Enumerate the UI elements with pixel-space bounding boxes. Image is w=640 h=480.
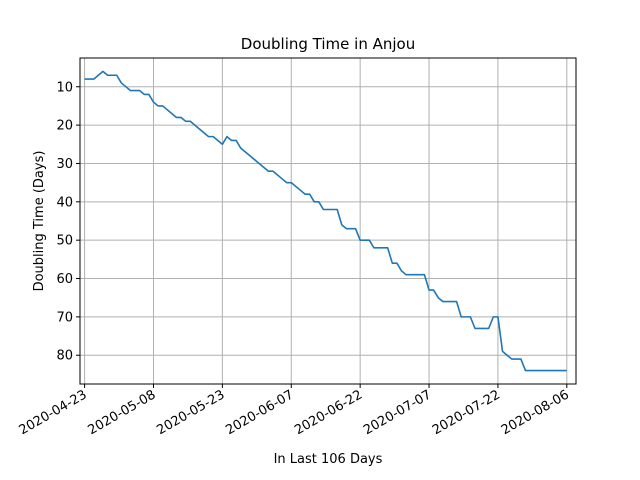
series-layer bbox=[84, 70, 567, 372]
y-tick-label: 80 bbox=[56, 349, 73, 364]
y-tick-label: 20 bbox=[56, 119, 73, 134]
y-tick-label: 30 bbox=[56, 157, 73, 172]
y-tick-label: 60 bbox=[56, 272, 73, 287]
series-line bbox=[84, 70, 567, 372]
y-tick-label: 10 bbox=[56, 80, 73, 95]
y-axis-label: Doubling Time (Days) bbox=[32, 151, 47, 292]
x-axis-label: In Last 106 Days bbox=[274, 452, 383, 467]
y-axis-ticks: 10 20 30 40 50 60 70 80 bbox=[56, 80, 80, 364]
chart-title: Doubling Time in Anjou bbox=[241, 35, 415, 53]
y-tick-label: 40 bbox=[56, 195, 73, 210]
y-tick-label: 70 bbox=[56, 310, 73, 325]
y-tick-label: 50 bbox=[56, 234, 73, 249]
plot-frame bbox=[79, 57, 577, 385]
grid-lines bbox=[80, 58, 576, 384]
